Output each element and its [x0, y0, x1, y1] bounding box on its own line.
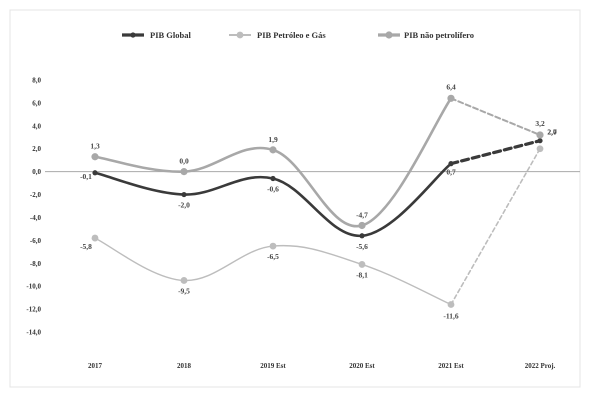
y-tick-label: -8,0 — [30, 260, 42, 268]
data-label: -9,5 — [178, 286, 190, 295]
data-point — [270, 175, 276, 182]
data-point — [359, 233, 365, 239]
data-point — [448, 161, 454, 167]
y-tick-label: 0,0 — [32, 168, 41, 176]
legend-item: PIB Petróleo e Gás — [229, 30, 326, 40]
y-tick-label: 2,0 — [32, 145, 41, 153]
data-label: 0,0 — [179, 157, 189, 166]
data-label: -8,1 — [356, 270, 368, 279]
x-tick-label: 2022 Proj. — [525, 362, 556, 370]
data-point — [92, 170, 98, 176]
legend-label: PIB Global — [150, 30, 191, 40]
data-label: 2,0 — [547, 128, 557, 137]
data-point — [180, 277, 188, 284]
y-tick-label: 8,0 — [32, 77, 41, 85]
data-point — [447, 94, 455, 102]
legend-item: PIB Global — [122, 30, 191, 40]
data-label: 3,2 — [535, 119, 545, 128]
legend-label: PIB Petróleo e Gás — [257, 30, 326, 40]
data-label: 1,3 — [90, 142, 100, 151]
y-tick-label: -12,0 — [26, 306, 41, 314]
data-label: 6,4 — [446, 82, 456, 91]
series-line-projection — [450, 97, 541, 136]
data-label: -5,6 — [356, 242, 368, 251]
data-label: -0,1 — [80, 172, 92, 181]
x-tick-label: 2018 — [177, 362, 192, 370]
y-tick-label: -2,0 — [30, 191, 42, 199]
series-line-projection — [450, 147, 541, 306]
x-tick-label: 2021 Est — [438, 362, 464, 370]
data-label: 1,9 — [268, 135, 278, 144]
data-point — [180, 168, 188, 176]
data-point — [358, 221, 366, 230]
x-tick-label: 2019 Est — [260, 362, 286, 370]
chart-border — [9, 9, 581, 388]
data-point — [269, 146, 277, 154]
data-label: 0,7 — [446, 168, 456, 177]
data-point — [181, 191, 187, 198]
legend-swatch-marker — [130, 32, 136, 38]
series-line-solid — [93, 97, 453, 228]
series-line-solid — [93, 162, 453, 238]
data-point — [358, 261, 366, 268]
data-point — [91, 234, 99, 242]
legend-swatch-marker — [385, 31, 393, 39]
axes: 8,0 6,0 4,0 2,0 0,0 -2,0 -4,0 -6,0 -8,0 -10,0 -12,… — [26, 77, 580, 370]
y-tick-label: -6,0 — [30, 237, 42, 245]
x-tick-label: 2017 — [88, 362, 103, 370]
data-labels: -0,1 -2,0 -0,6 -5,6 0,7 2,7 -5,8 -9,5 -6,5 -8,1 -1… — [80, 82, 557, 320]
legend-swatch-marker — [236, 31, 244, 39]
y-tick-label: -10,0 — [26, 283, 41, 291]
data-label: 2,7 — [547, 128, 557, 137]
data-label: -2,0 — [178, 201, 190, 210]
data-point — [536, 145, 544, 153]
legend: PIB Global PIB Petróleo e Gás PIB não petr… — [122, 30, 474, 40]
data-label: -4,7 — [356, 210, 368, 219]
data-label: -11,6 — [443, 312, 458, 321]
data-label: -6,5 — [267, 252, 279, 261]
data-label: -5,8 — [80, 242, 92, 251]
y-tick-label: 4,0 — [32, 122, 41, 130]
legend-item: PIB não petrolífero — [378, 30, 474, 40]
data-point — [91, 153, 99, 161]
data-point — [447, 301, 455, 308]
legend-label: PIB não petrolífero — [404, 30, 474, 40]
data-point — [269, 242, 277, 250]
data-point — [537, 138, 543, 144]
data-label: -0,6 — [267, 185, 279, 194]
data-point — [536, 131, 544, 139]
y-tick-label: -14,0 — [26, 329, 41, 337]
x-tick-label: 2020 Est — [349, 362, 375, 370]
series-layer — [91, 94, 544, 308]
series-line-projection — [449, 139, 542, 166]
y-tick-label: 6,0 — [32, 99, 41, 107]
y-tick-label: -4,0 — [30, 214, 42, 222]
